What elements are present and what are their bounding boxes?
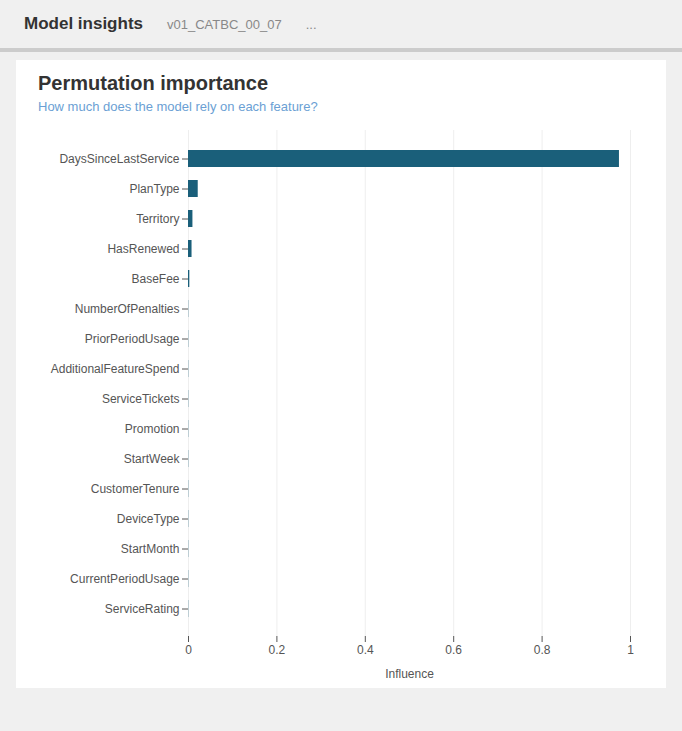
- svg-text:CurrentPeriodUsage: CurrentPeriodUsage: [70, 572, 180, 586]
- svg-text:Influence: Influence: [385, 667, 434, 681]
- svg-text:0: 0: [185, 643, 192, 657]
- svg-text:Territory: Territory: [136, 212, 179, 226]
- svg-text:NumberOfPenalties: NumberOfPenalties: [75, 302, 180, 316]
- svg-text:0.4: 0.4: [357, 643, 374, 657]
- html-text:Model insights: Model insights: [24, 14, 143, 33]
- svg-text:DaysSinceLastService: DaysSinceLastService: [59, 152, 179, 166]
- svg-text:AdditionalFeatureSpend: AdditionalFeatureSpend: [51, 362, 180, 376]
- svg-text:ServiceTickets: ServiceTickets: [102, 392, 180, 406]
- svg-text:CustomerTenure: CustomerTenure: [91, 482, 180, 496]
- svg-text:0.2: 0.2: [269, 643, 286, 657]
- svg-text:ServiceRating: ServiceRating: [105, 602, 180, 616]
- html-text:v01_CATBC_00_07: v01_CATBC_00_07: [167, 16, 282, 32]
- svg-text:HasRenewed: HasRenewed: [107, 242, 179, 256]
- html-text:How much does the model rely o: How much does the model rely on each fea…: [38, 99, 318, 114]
- svg-text:StartWeek: StartWeek: [124, 452, 181, 466]
- svg-text:BaseFee: BaseFee: [131, 272, 179, 286]
- svg-text:DeviceType: DeviceType: [117, 512, 180, 526]
- svg-text:PriorPeriodUsage: PriorPeriodUsage: [85, 332, 180, 346]
- svg-text:StartMonth: StartMonth: [121, 542, 180, 556]
- svg-text:0.8: 0.8: [534, 643, 551, 657]
- svg-text:0.6: 0.6: [445, 643, 462, 657]
- svg-text:PlanType: PlanType: [129, 182, 179, 196]
- svg-text:Promotion: Promotion: [125, 422, 180, 436]
- svg-text:1: 1: [627, 643, 634, 657]
- html-text:Permutation importance: Permutation importance: [38, 72, 268, 94]
